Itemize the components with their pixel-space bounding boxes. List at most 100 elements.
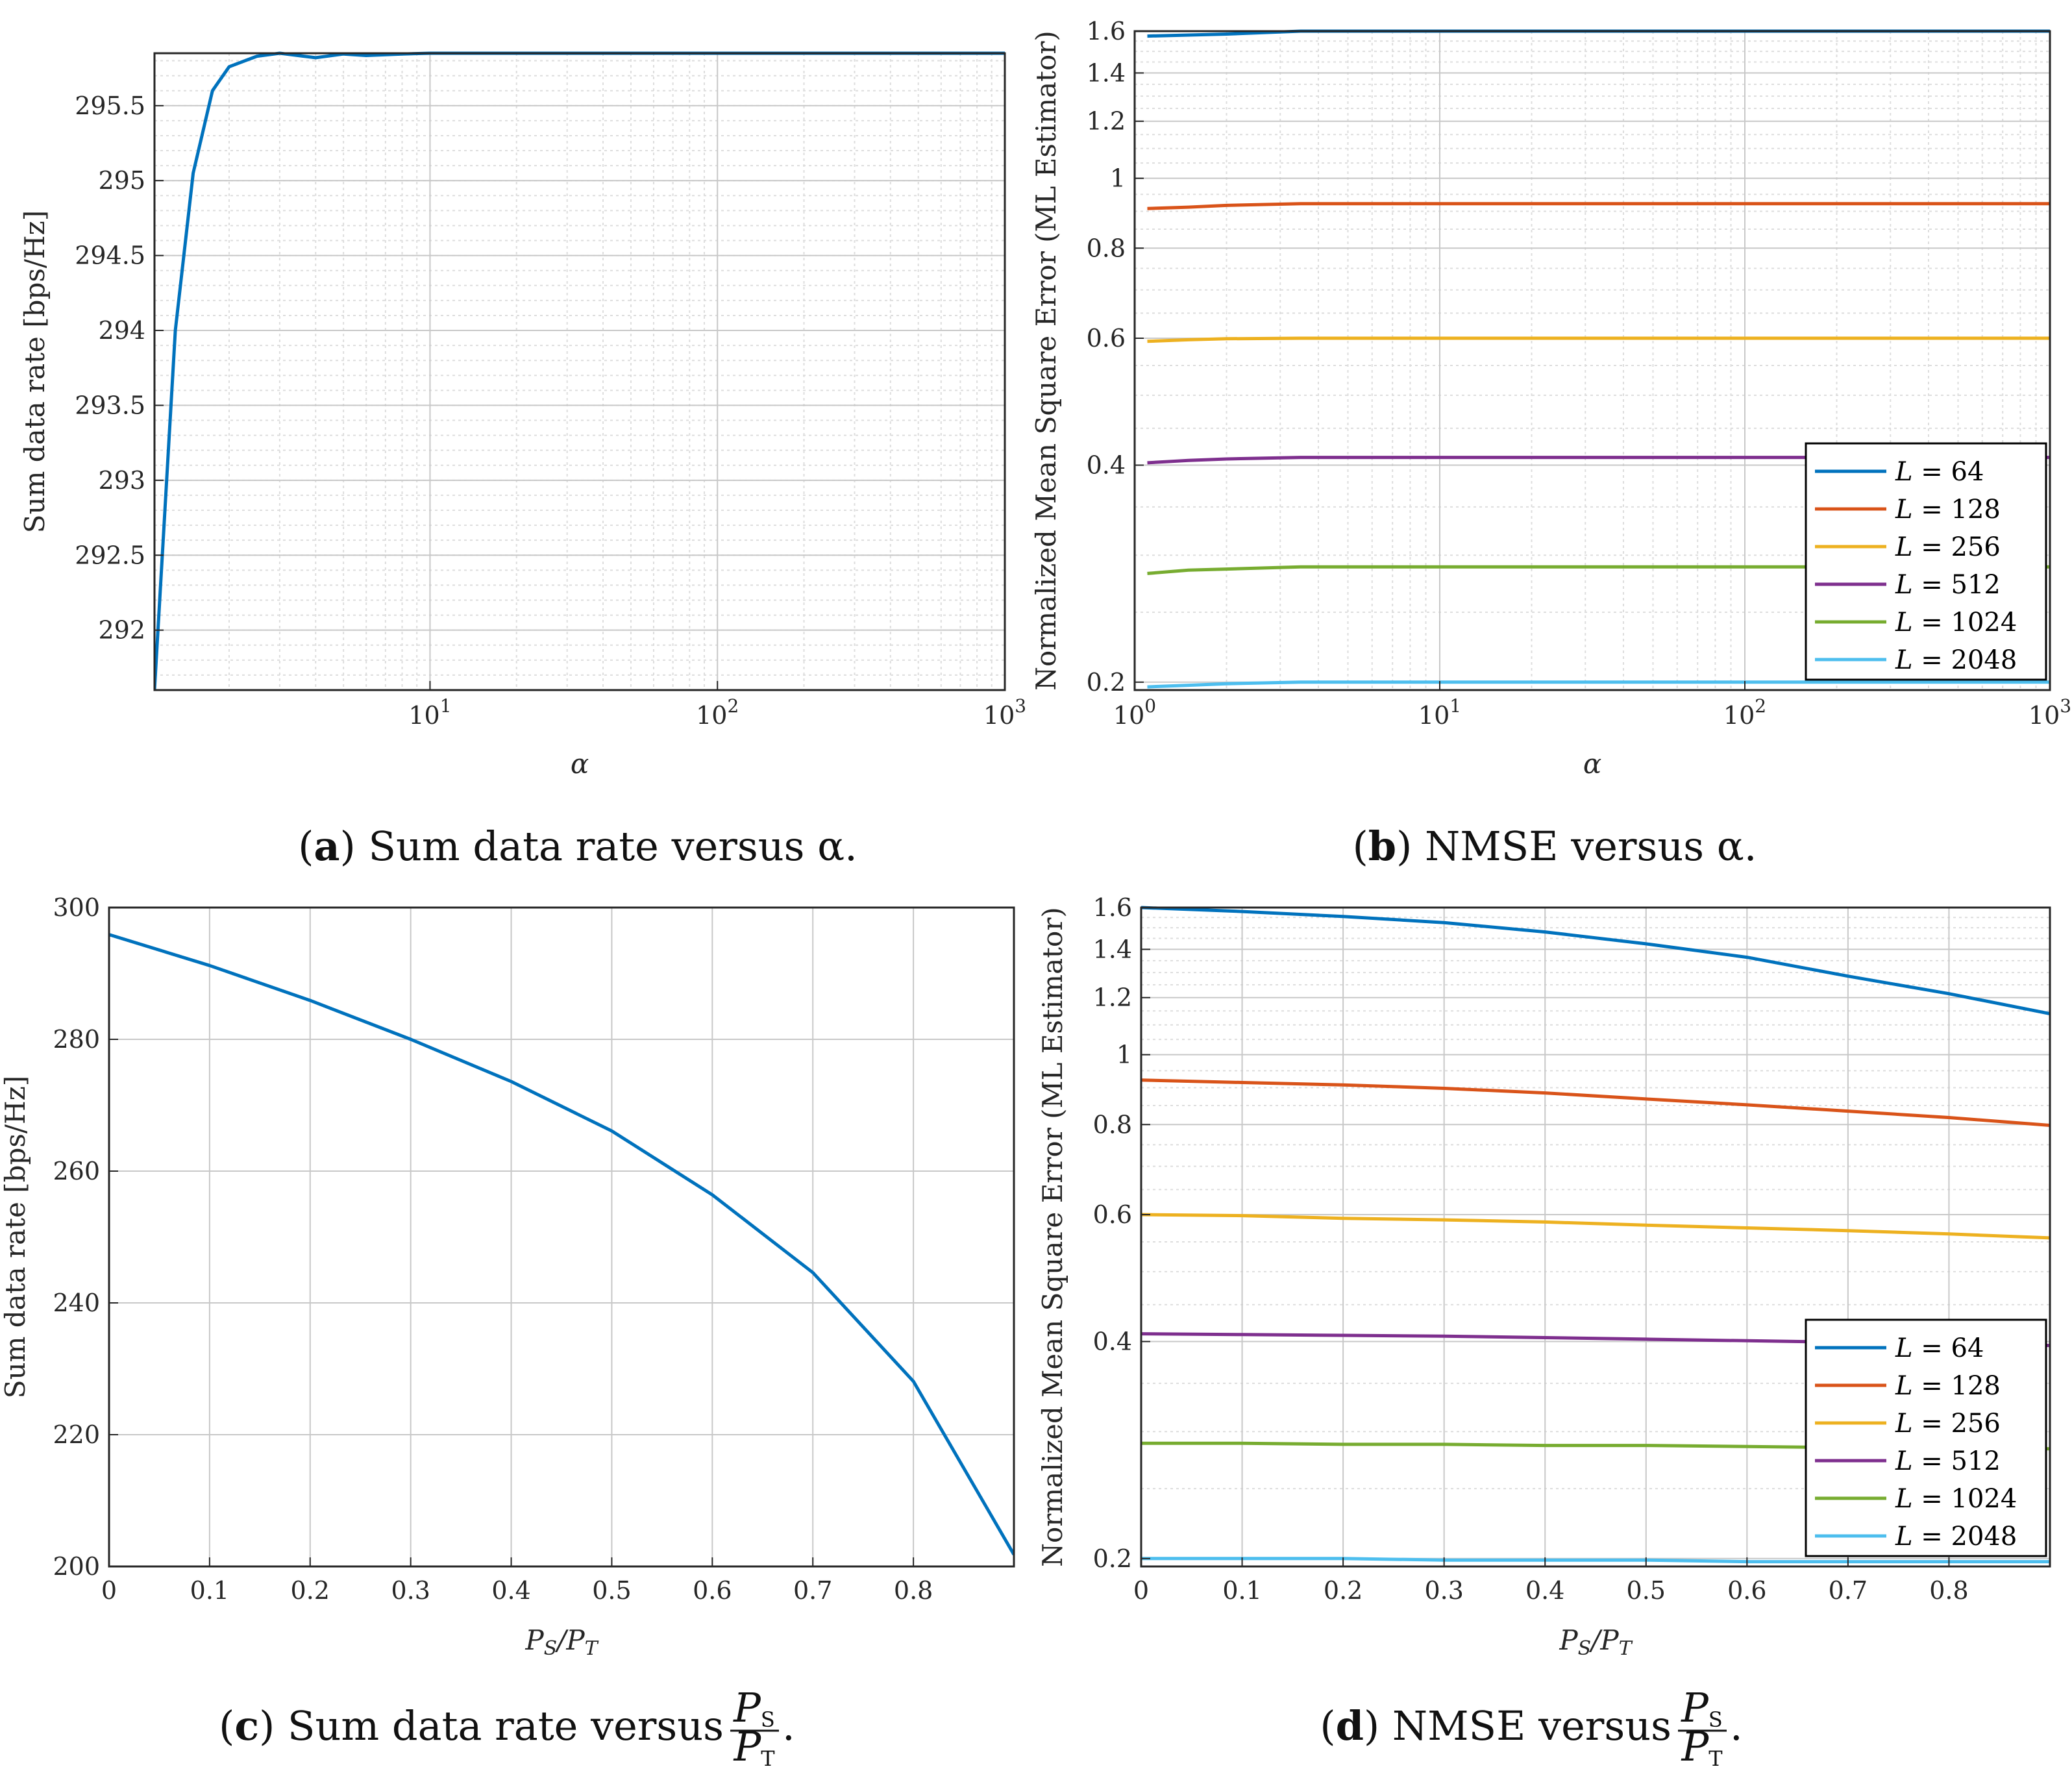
panel-b-y-axis-label: Normalized Mean Square Error (ML Estimat… — [1030, 31, 1062, 691]
panel-a-x-tick-label: 101 — [408, 695, 451, 730]
panel-c-y-tick-label: 240 — [53, 1289, 100, 1317]
panel-c-y-tick-label: 220 — [53, 1420, 100, 1449]
caption-c-text: Sum data rate versus — [288, 1702, 724, 1750]
panel-b-x-axis-label: α — [1583, 748, 1601, 780]
panel-d-legend-label-2: L = 128 — [1895, 1371, 2001, 1401]
caption-b: (b) NMSE versus α. — [1353, 823, 1757, 870]
caption-c-frac-den: P — [733, 1723, 761, 1769]
caption-d-frac-den-sub: T — [1708, 1746, 1723, 1769]
svg-text:PS: PS — [733, 1684, 775, 1732]
panel-b-series-line-6 — [1147, 680, 2050, 689]
panel-c-y-tick-label: 260 — [53, 1157, 100, 1185]
caption-b-text: NMSE versus α. — [1425, 823, 1757, 870]
panel-a-y-tick-label: 294 — [98, 316, 145, 345]
panel-b-series-line-3 — [1147, 336, 2050, 343]
panel-b-y-tick-label: 1.6 — [1087, 17, 1126, 45]
panel-b-legend-label-3: L = 256 — [1895, 532, 2001, 562]
panel-d-series-line-1 — [1141, 906, 2050, 1015]
panel-a-y-axis-label: Sum data rate [bps/Hz] — [19, 210, 51, 533]
panel-d-ticks: 0 0.1 0.2 0.3 0.4 0.5 0.6 0.7 0.8 0.2 0.4 0.6 0.8 1 1.… — [1093, 893, 1969, 1605]
panel-b-series-line-5 — [1147, 565, 2050, 575]
caption-a-letter: a — [314, 823, 339, 870]
panel-c-axes-box — [108, 906, 1015, 1568]
panel-d-chart: 0 0.1 0.2 0.3 0.4 0.5 0.6 0.7 0.8 0.2 0.4 0.6 0.8 1 1.… — [1037, 893, 2051, 1660]
panel-d-y-tick-label: 0.6 — [1093, 1200, 1132, 1229]
panel-d-series-line-2 — [1141, 1078, 2050, 1127]
panel-b-y-tick-label: 0.6 — [1087, 324, 1126, 353]
panel-b-x-tick-label: 102 — [1723, 695, 1766, 730]
panel-c-chart: 0 0.1 0.2 0.3 0.4 0.5 0.6 0.7 0.8 200 220 240 260 280… — [0, 893, 1015, 1660]
panel-b-axes-box — [1133, 30, 2051, 691]
panel-b-series-line-2 — [1147, 202, 2050, 210]
panel-c-y-tick-label: 200 — [53, 1552, 100, 1581]
caption-c-trail: . — [782, 1702, 795, 1750]
panel-c-x-tick-label: 0.6 — [693, 1576, 732, 1605]
panel-b-y-tick-label: 1.4 — [1087, 58, 1126, 87]
panel-d-legend: L = 64 L = 128 L = 256 L = 512 L = 1024 L = 2… — [1805, 1318, 2047, 1557]
panel-a-chart: 101 102 103 292 292.5 293 293.5 294 294.5 295 295.… — [19, 51, 1026, 780]
svg-text:(d) NMSE versus: (d) NMSE versus — [1320, 1702, 1671, 1750]
panel-a-y-tick-label: 295.5 — [75, 92, 145, 120]
panel-c-y-tick-label: 300 — [53, 893, 100, 922]
caption-d-trail: . — [1730, 1702, 1743, 1750]
panel-d-x-tick-label: 0.5 — [1627, 1576, 1666, 1605]
panel-b-grid — [1134, 31, 2051, 690]
panel-c-x-tick-label: 0.3 — [391, 1576, 430, 1605]
panel-a-y-tick-label: 294.5 — [75, 241, 145, 270]
panel-d-legend-label-4: L = 512 — [1895, 1446, 2001, 1476]
panel-b-y-tick-label: 0.8 — [1087, 234, 1126, 262]
caption-c-frac-den-sub: T — [761, 1746, 775, 1769]
panel-d-legend-label-3: L = 256 — [1895, 1409, 2001, 1439]
panel-d-x-tick-label: 0.3 — [1424, 1576, 1463, 1605]
panel-d-y-tick-label: 0.2 — [1093, 1544, 1132, 1573]
caption-d-frac-num: P — [1681, 1684, 1709, 1731]
panel-d-series-line-6 — [1141, 1557, 2050, 1564]
panel-d-x-tick-label: 0.2 — [1324, 1576, 1363, 1605]
panel-d-x-tick-label: 0.1 — [1222, 1576, 1261, 1605]
panel-d-y-tick-label: 1.2 — [1093, 983, 1132, 1012]
panel-a-y-tick-label: 293 — [98, 466, 145, 495]
panel-c-y-axis-label: Sum data rate [bps/Hz] — [0, 1076, 31, 1398]
panel-d-x-tick-label: 0.4 — [1525, 1576, 1564, 1605]
panel-a-x-tick-label: 103 — [983, 695, 1026, 730]
panel-a-plot-area — [154, 53, 1005, 690]
caption-d: (d) NMSE versus PS PT . — [1320, 1684, 1742, 1769]
panel-a-axes-box — [153, 52, 1006, 691]
caption-c-frac-num: P — [733, 1684, 761, 1731]
panel-c-x-tick-label: 0.2 — [291, 1576, 330, 1605]
svg-text:(c) Sum data rate versus: (c) Sum data rate versus — [219, 1702, 724, 1750]
panel-b-x-tick-label: 103 — [2029, 695, 2071, 730]
panel-c-x-tick-label: 0 — [101, 1576, 117, 1605]
panel-c-plot-area — [109, 908, 1014, 1566]
panel-c-x-tick-label: 0.7 — [793, 1576, 832, 1605]
panel-c-x-tick-label: 0.1 — [190, 1576, 229, 1605]
panel-b-ticks: 100 101 102 103 0.2 0.4 0.6 0.8 1 1.2 1.4 1.6 — [1087, 17, 2072, 730]
panel-a-y-tick-label: 293.5 — [75, 391, 145, 419]
caption-a-text: Sum data rate versus α. — [369, 823, 857, 870]
caption-c-letter: c — [234, 1702, 259, 1750]
caption-d-frac-num-sub: S — [1708, 1707, 1723, 1732]
panel-b-x-tick-label: 100 — [1113, 695, 1156, 730]
panel-d-y-tick-label: 1.4 — [1093, 935, 1132, 963]
panel-d-x-tick-label: 0.6 — [1727, 1576, 1766, 1605]
panel-d-y-tick-label: 1 — [1116, 1041, 1132, 1069]
panel-c-x-tick-label: 0.4 — [491, 1576, 530, 1605]
panel-d-x-axis-label: PS/PT — [1559, 1624, 1633, 1660]
panel-a-x-tick-label: 102 — [696, 695, 739, 730]
caption-d-text: NMSE versus — [1392, 1702, 1671, 1750]
panel-d-y-tick-label: 0.8 — [1093, 1110, 1132, 1139]
panel-d-legend-label-5: L = 1024 — [1895, 1484, 2017, 1514]
caption-d-letter: d — [1336, 1702, 1364, 1750]
panel-d-series-line-3 — [1141, 1213, 2050, 1240]
panel-b-legend-label-2: L = 128 — [1895, 495, 2001, 525]
panel-c-x-tick-label: 0.5 — [592, 1576, 631, 1605]
panel-d-y-axis-label: Normalized Mean Square Error (ML Estimat… — [1037, 907, 1068, 1567]
caption-c: (c) Sum data rate versus PS PT . — [219, 1684, 795, 1769]
panel-b-legend-label-1: L = 64 — [1895, 457, 1984, 487]
panel-d-legend-box — [1805, 1318, 2047, 1557]
svg-text:PS: PS — [1681, 1684, 1723, 1732]
panel-a-y-tick-label: 292.5 — [75, 541, 145, 569]
panel-d-legend-label-6: L = 2048 — [1895, 1522, 2017, 1552]
panel-a-y-tick-label: 292 — [98, 616, 145, 645]
panel-d-axes-box — [1140, 906, 2051, 1568]
